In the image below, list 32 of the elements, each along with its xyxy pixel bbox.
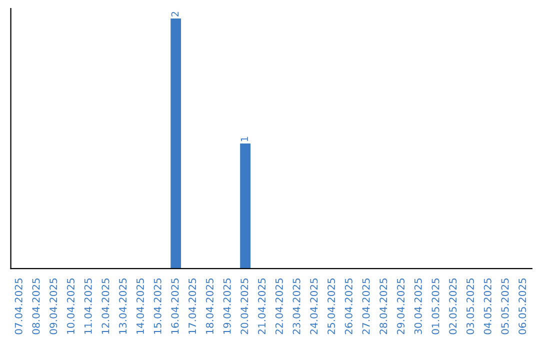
x-tick-label: 26.04.2025 — [344, 278, 352, 334]
x-tick-label: 25.04.2025 — [327, 278, 336, 334]
x-tick-label: 18.04.2025 — [206, 278, 214, 334]
x-tick-label: 28.04.2025 — [380, 278, 388, 334]
x-tick-label: 29.04.2025 — [396, 278, 405, 334]
x-tick-label: 21.04.2025 — [258, 278, 266, 334]
x-tick-label: 01.05.2025 — [432, 278, 440, 334]
x-tick-label: 14.04.2025 — [136, 278, 144, 334]
x-tick-label: 23.04.2025 — [292, 278, 300, 334]
x-tick-label: 07.04.2025 — [14, 278, 22, 334]
x-tick-label: 30.04.2025 — [414, 278, 422, 334]
x-tick-label: 27.04.2025 — [362, 278, 370, 334]
x-tick-label: 02.05.2025 — [449, 278, 457, 334]
x-tick-label: 22.04.2025 — [275, 278, 283, 334]
data-label: 2 — [171, 12, 178, 16]
x-tick-label: 03.05.2025 — [466, 278, 474, 334]
x-tick-label: 10.04.2025 — [66, 278, 74, 334]
x-tick-label: 20.04.2025 — [240, 278, 248, 334]
x-tick-label: 11.04.2025 — [84, 278, 92, 334]
x-tick-label: 17.04.2025 — [188, 278, 196, 334]
x-tick-label: 04.05.2025 — [484, 278, 492, 334]
x-tick-label: 13.04.2025 — [119, 278, 127, 334]
x-tick-label: 24.04.2025 — [310, 278, 318, 334]
x-tick-label: 19.04.2025 — [223, 278, 231, 334]
x-tick-label: 09.04.2025 — [50, 278, 58, 334]
x-tick-label: 16.04.2025 — [171, 278, 179, 334]
x-tick-label: 05.05.2025 — [501, 278, 509, 334]
x-tick-label: 08.04.2025 — [32, 278, 40, 334]
x-tick-label: 12.04.2025 — [102, 278, 110, 334]
data-label: 1 — [240, 136, 248, 142]
x-tick-label: 06.05.2025 — [518, 278, 526, 334]
x-tick-label: 15.04.2025 — [154, 278, 162, 334]
